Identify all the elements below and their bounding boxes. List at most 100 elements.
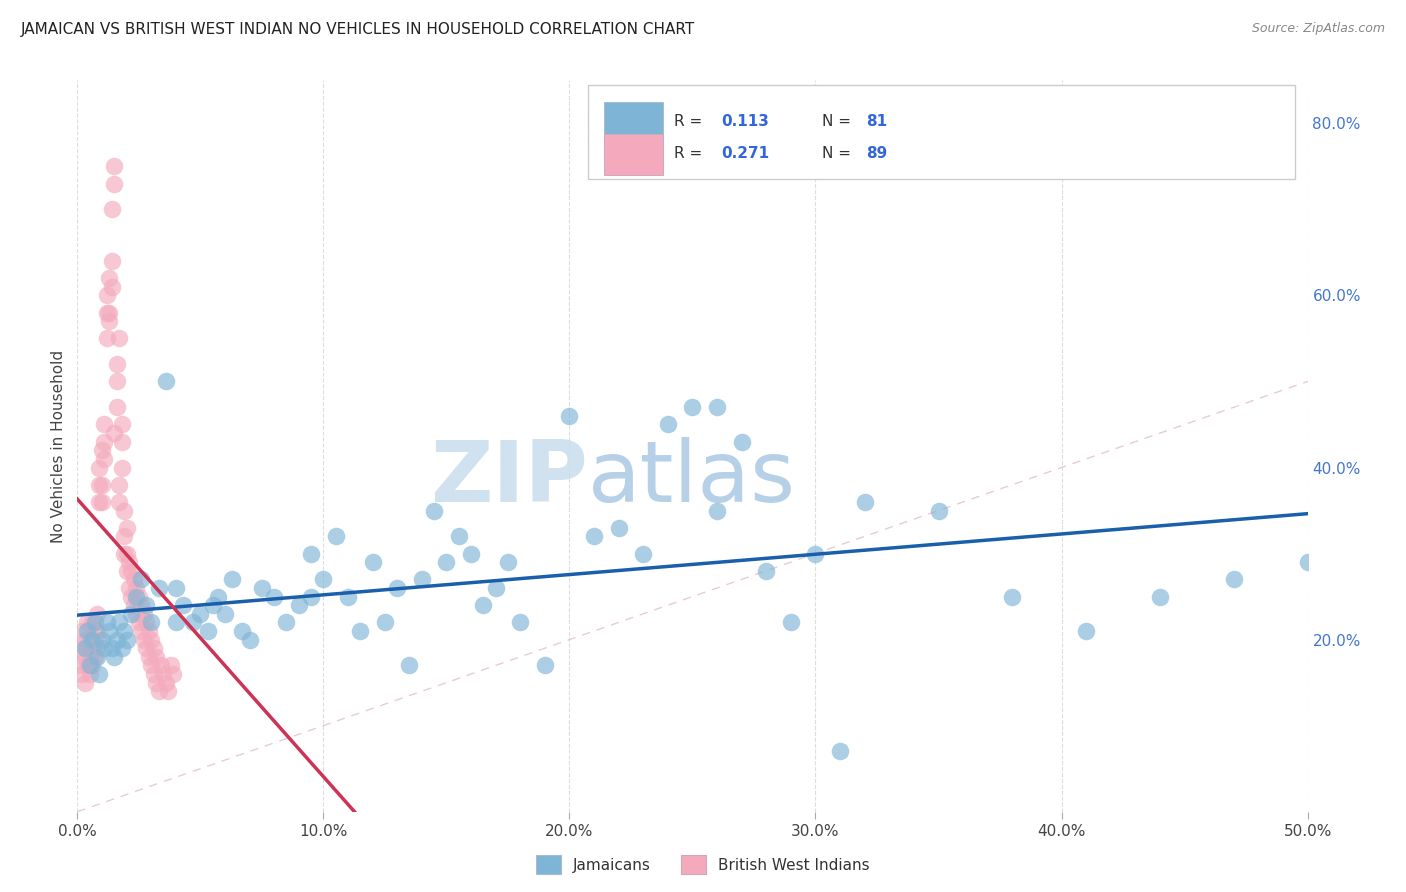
Point: [1076, 624, 1098, 638]
Point: [90, 477, 114, 491]
Y-axis label: No Vehicles in Household: No Vehicles in Household: [51, 350, 66, 542]
Point: [496, 555, 519, 569]
Point: [172, 598, 194, 612]
Point: [79, 667, 101, 681]
FancyBboxPatch shape: [605, 134, 664, 175]
Point: [472, 598, 495, 612]
Point: [93, 417, 115, 432]
Point: [682, 401, 704, 415]
Point: [122, 598, 145, 612]
Point: [706, 503, 728, 517]
Point: [90, 632, 114, 647]
Point: [98, 271, 121, 285]
Point: [583, 529, 606, 543]
Point: [121, 607, 143, 621]
Point: [96, 615, 118, 630]
Point: [76, 658, 98, 673]
Point: [349, 624, 371, 638]
Point: [155, 675, 177, 690]
FancyBboxPatch shape: [605, 103, 664, 144]
Point: [633, 547, 655, 561]
Point: [115, 521, 138, 535]
Point: [98, 305, 121, 319]
Point: [82, 632, 104, 647]
Point: [86, 641, 108, 656]
Point: [108, 331, 131, 345]
Point: [93, 434, 115, 449]
Point: [706, 401, 728, 415]
Point: [361, 555, 384, 569]
Point: [132, 607, 155, 621]
Point: [804, 547, 827, 561]
Point: [231, 624, 253, 638]
Point: [73, 675, 96, 690]
Point: [135, 641, 157, 656]
Point: [86, 624, 108, 638]
Point: [79, 658, 101, 673]
Point: [83, 615, 105, 630]
Point: [82, 615, 104, 630]
Point: [165, 615, 187, 630]
Point: [82, 658, 104, 673]
Point: [103, 177, 125, 191]
Point: [142, 641, 165, 656]
Point: [101, 202, 124, 217]
Point: [155, 375, 177, 389]
Point: [129, 624, 153, 638]
Point: [165, 581, 187, 595]
Point: [141, 615, 163, 630]
Point: [111, 641, 132, 656]
Point: [657, 417, 679, 432]
Point: [276, 615, 298, 630]
Point: [101, 280, 124, 294]
Point: [201, 598, 224, 612]
Point: [115, 547, 138, 561]
Point: [128, 590, 150, 604]
Point: [755, 564, 778, 578]
Point: [1296, 555, 1319, 569]
Text: R =: R =: [673, 146, 707, 161]
Point: [207, 590, 229, 604]
Point: [141, 658, 163, 673]
Point: [76, 615, 98, 630]
Point: [115, 564, 138, 578]
Point: [197, 624, 219, 638]
Point: [90, 443, 114, 458]
Point: [83, 649, 105, 664]
Point: [125, 590, 148, 604]
Text: 89: 89: [866, 146, 887, 161]
FancyBboxPatch shape: [588, 86, 1295, 179]
Point: [108, 477, 131, 491]
Point: [299, 547, 322, 561]
Point: [135, 598, 157, 612]
Point: [129, 573, 153, 587]
Point: [132, 632, 155, 647]
Point: [385, 581, 409, 595]
Point: [485, 581, 508, 595]
Point: [239, 632, 262, 647]
Point: [83, 624, 105, 638]
Point: [96, 305, 118, 319]
Point: [121, 564, 143, 578]
Point: [83, 632, 105, 647]
Point: [93, 641, 115, 656]
Point: [111, 417, 132, 432]
Point: [108, 495, 131, 509]
Point: [111, 460, 132, 475]
Point: [141, 632, 163, 647]
Point: [853, 495, 876, 509]
Text: Source: ZipAtlas.com: Source: ZipAtlas.com: [1251, 22, 1385, 36]
Point: [103, 426, 125, 441]
Text: N =: N =: [821, 114, 855, 129]
Point: [374, 615, 396, 630]
Text: JAMAICAN VS BRITISH WEST INDIAN NO VEHICLES IN HOUSEHOLD CORRELATION CHART: JAMAICAN VS BRITISH WEST INDIAN NO VEHIC…: [21, 22, 696, 37]
Point: [112, 503, 135, 517]
Point: [105, 632, 128, 647]
Point: [423, 503, 446, 517]
Point: [780, 615, 803, 630]
Point: [188, 607, 212, 621]
Point: [103, 159, 125, 173]
Point: [76, 624, 98, 638]
Point: [79, 649, 101, 664]
Point: [69, 658, 91, 673]
